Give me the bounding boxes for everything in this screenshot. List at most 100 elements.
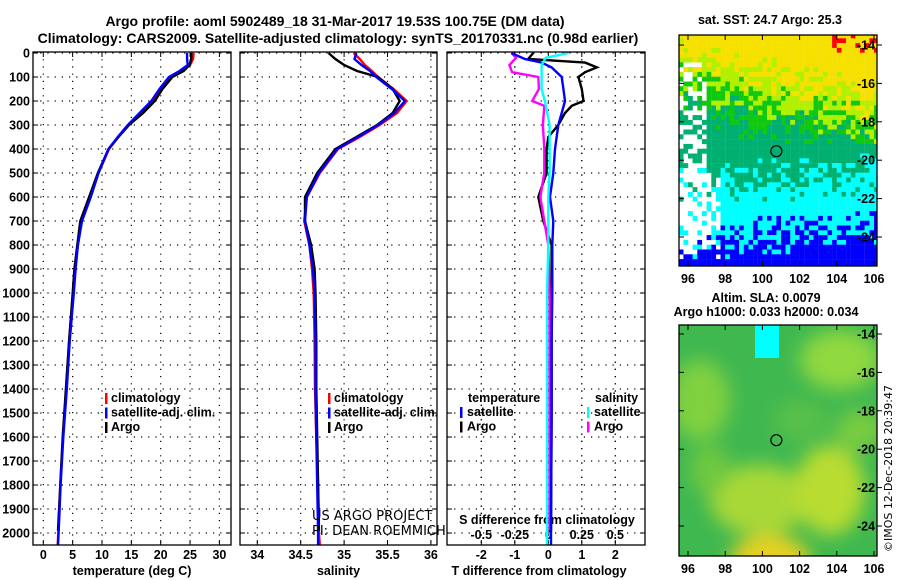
sst-cell <box>827 182 833 188</box>
sst-cell <box>743 52 749 58</box>
sst-cell <box>767 191 772 197</box>
sst-cell <box>720 225 726 231</box>
sst-cell <box>683 47 689 53</box>
sst-cell <box>874 211 877 217</box>
series-group <box>56 52 195 545</box>
sst-cell <box>841 148 847 154</box>
sst-cell <box>771 43 777 49</box>
sst-cell <box>697 263 703 266</box>
sst-cell <box>697 71 703 77</box>
sst-cell <box>846 91 851 97</box>
sst-cell <box>785 71 791 77</box>
sst-cell <box>850 211 856 217</box>
sst-cell <box>725 191 730 197</box>
sst-cell <box>813 91 819 97</box>
sst-cell <box>813 225 819 231</box>
sst-cell <box>799 263 805 266</box>
sst-cell <box>836 191 842 197</box>
sst-cell <box>757 129 763 135</box>
sst-cell <box>753 220 758 226</box>
sst-cell <box>855 105 861 111</box>
sst-cell <box>795 43 800 49</box>
sst-cell <box>781 47 786 53</box>
sst-cell <box>864 153 870 159</box>
sst-cell <box>827 244 833 250</box>
sst-cell <box>822 86 828 92</box>
sst-cell <box>776 196 782 202</box>
sst-cell <box>822 220 828 226</box>
sst-cell <box>799 187 805 193</box>
map-frame <box>678 324 878 557</box>
sst-cell <box>808 52 814 58</box>
sst-cell <box>822 100 828 106</box>
depth-tick-label: 0 <box>23 47 30 61</box>
sst-cell <box>725 129 730 135</box>
sst-cell <box>739 143 744 149</box>
sla-blob <box>710 465 810 535</box>
sst-cell <box>827 196 833 202</box>
sst-cell <box>827 76 833 82</box>
sst-cell <box>808 148 814 154</box>
sst-cell <box>855 249 861 255</box>
sst-cell <box>790 196 796 202</box>
sst-cell <box>748 110 754 116</box>
sst-cell <box>679 148 684 154</box>
sst-cell <box>692 215 698 221</box>
sst-cell <box>860 220 865 226</box>
sst-cell <box>822 35 828 39</box>
sst-cell <box>874 129 877 135</box>
sst-cell <box>679 57 684 63</box>
sst-cell <box>743 76 749 82</box>
sst-cell <box>729 86 735 92</box>
sst-cell <box>869 139 875 145</box>
sst-cell <box>855 57 861 63</box>
sst-cell <box>771 167 777 173</box>
sst-cell <box>711 43 717 49</box>
sst-cell <box>832 110 837 116</box>
sst-cell <box>679 249 684 255</box>
sst-cell <box>841 167 847 173</box>
sst-cell <box>729 134 735 140</box>
sst-cell <box>804 57 810 63</box>
sst-cell <box>846 129 851 135</box>
sst-cell <box>767 201 772 207</box>
sst-cell <box>711 177 717 183</box>
sst-cell <box>832 230 837 236</box>
sst-cell <box>836 158 842 164</box>
sst-cell <box>813 100 819 106</box>
sst-cell <box>781 263 786 266</box>
sst-cell <box>711 148 717 154</box>
sst-cell <box>841 263 847 266</box>
sst-cell <box>836 81 842 87</box>
sst-cell <box>743 62 749 68</box>
sst-cell <box>785 47 791 53</box>
sst-cell <box>818 47 823 53</box>
sst-cell <box>818 177 823 183</box>
sst-cell <box>846 244 851 250</box>
sst-cell <box>841 182 847 188</box>
sst-cell <box>860 259 865 265</box>
sst-cell <box>874 134 877 140</box>
sst-cell <box>836 167 842 173</box>
sst-cell <box>818 91 823 97</box>
sst-cell <box>739 71 744 77</box>
sst-cell <box>753 134 758 140</box>
sst-cell <box>679 225 684 231</box>
sst-cell <box>762 100 768 106</box>
sst-cell <box>804 148 810 154</box>
sst-cell <box>864 206 870 212</box>
sst-cell <box>860 43 865 49</box>
sst-cell <box>725 143 730 149</box>
sst-cell <box>790 220 796 226</box>
sst-cell <box>832 148 837 154</box>
sst-cell <box>739 52 744 58</box>
sst-cell <box>725 263 730 266</box>
legend-swatch <box>105 393 108 404</box>
sst-cell <box>762 254 768 260</box>
sst-cell <box>855 239 861 245</box>
sst-cell <box>734 196 740 202</box>
sst-cell <box>795 163 800 169</box>
sst-cell <box>748 76 754 82</box>
sst-cell <box>795 134 800 140</box>
sst-cell <box>874 235 877 241</box>
